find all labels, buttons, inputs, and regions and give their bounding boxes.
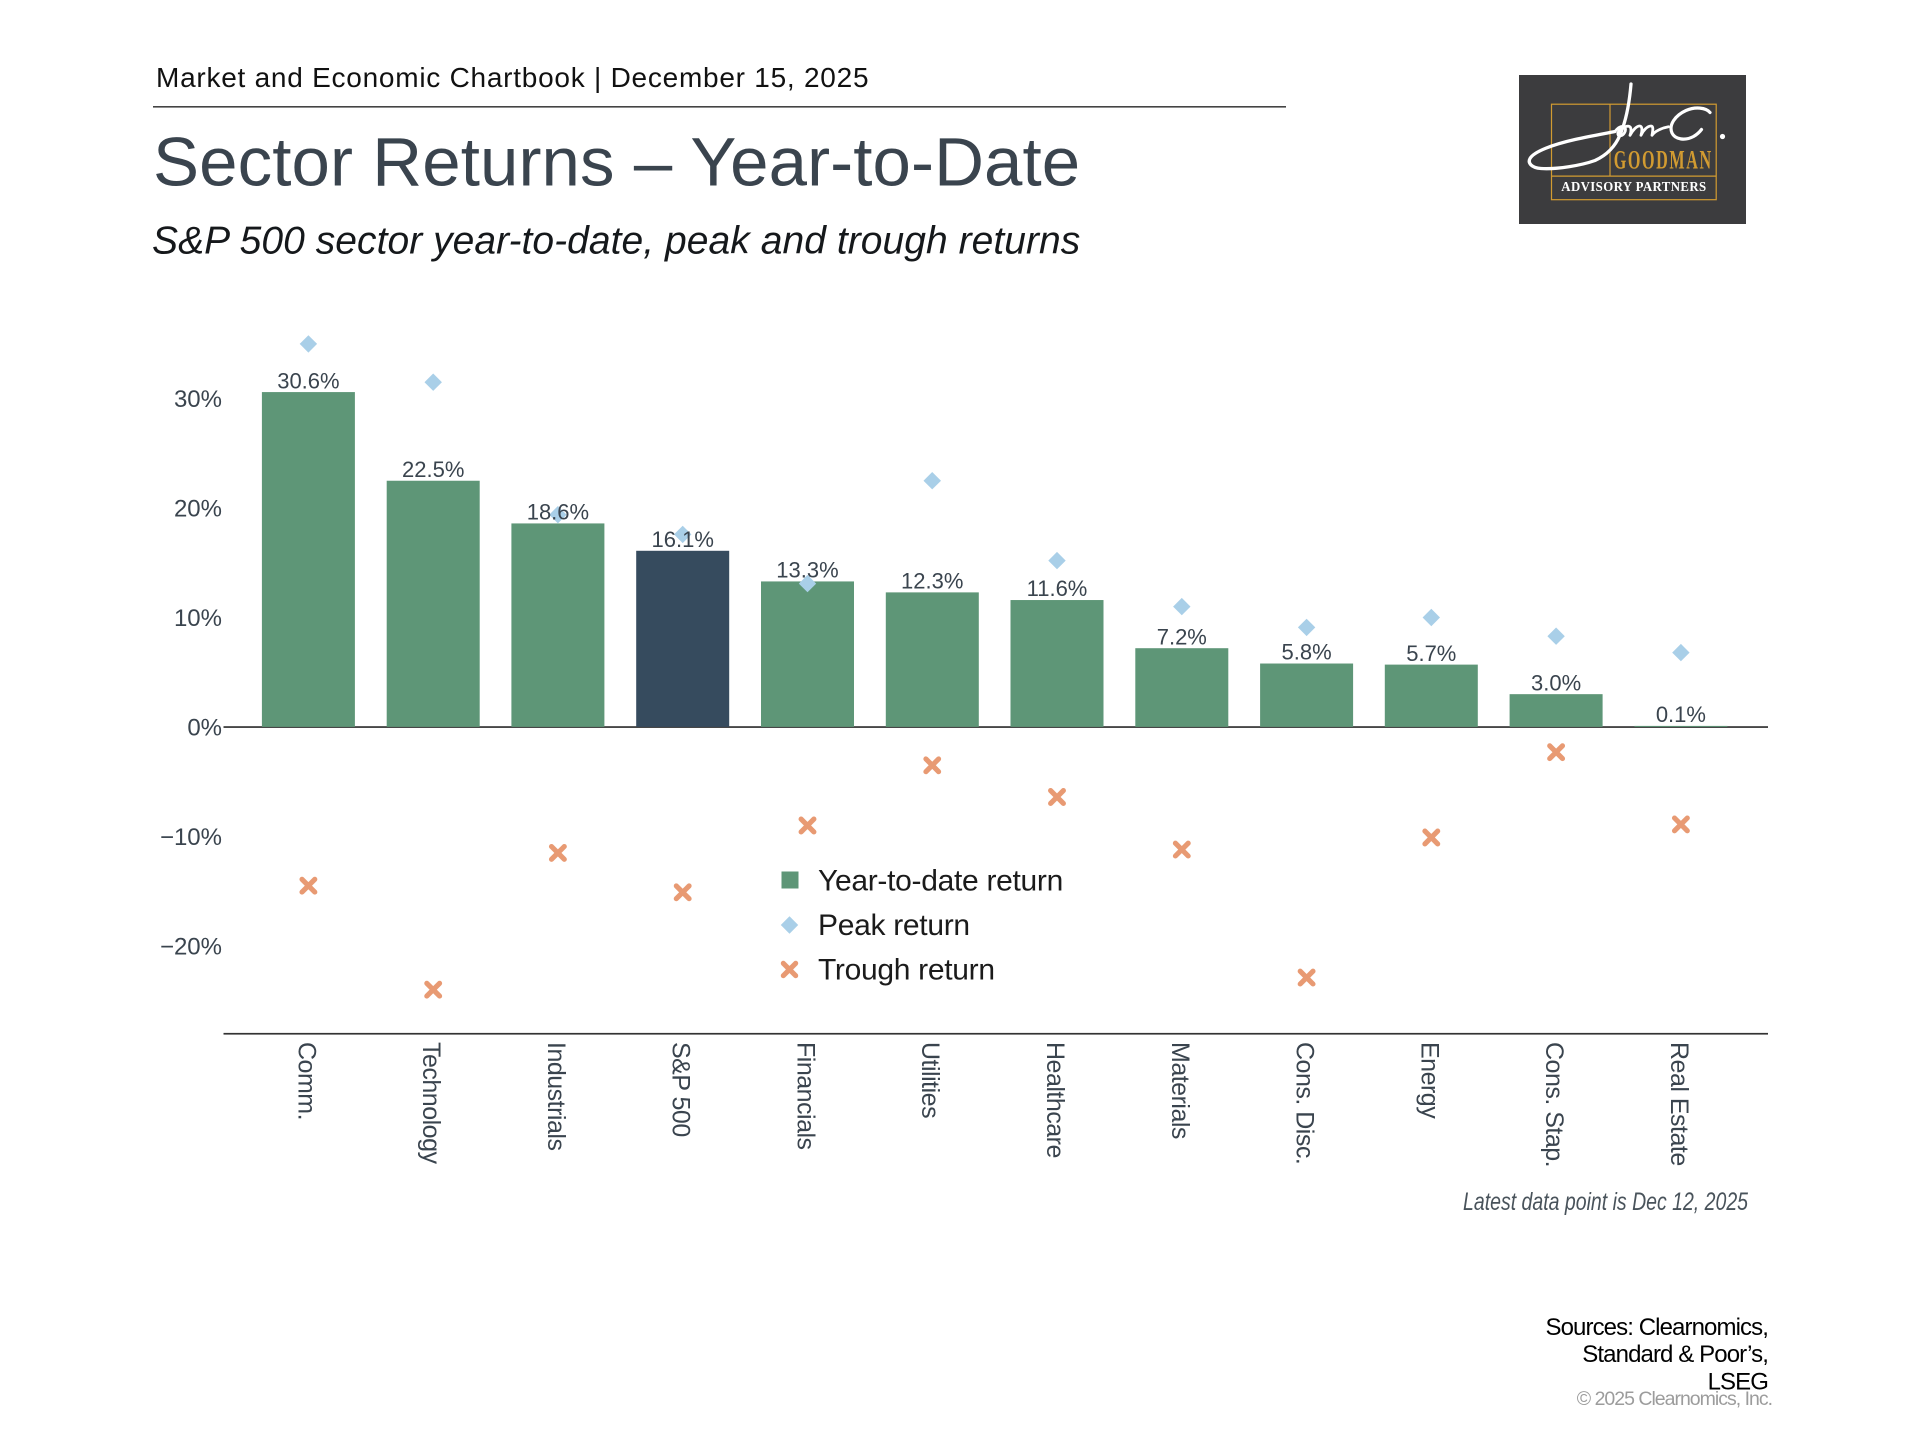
svg-text:Latest data point is Dec 12, 2: Latest data point is Dec 12, 2025 xyxy=(1463,1188,1748,1216)
svg-text:Cons. Stap.: Cons. Stap. xyxy=(1540,1042,1568,1167)
svg-text:Trough return: Trough return xyxy=(818,954,995,987)
svg-text:3.0%: 3.0% xyxy=(1531,670,1581,695)
svg-text:5.7%: 5.7% xyxy=(1406,641,1456,666)
svg-text:© 2025 Clearnomics, Inc.: © 2025 Clearnomics, Inc. xyxy=(1577,1388,1772,1410)
svg-text:Energy: Energy xyxy=(1415,1042,1443,1119)
svg-text:LSEG: LSEG xyxy=(1708,1368,1768,1395)
svg-text:7.2%: 7.2% xyxy=(1157,624,1207,649)
svg-text:Healthcare: Healthcare xyxy=(1041,1042,1069,1158)
svg-text:Materials: Materials xyxy=(1166,1042,1194,1139)
svg-text:GOODMAN: GOODMAN xyxy=(1614,146,1713,175)
svg-text:0%: 0% xyxy=(187,715,222,742)
svg-text:13.3%: 13.3% xyxy=(776,558,838,583)
svg-text:Financials: Financials xyxy=(792,1042,820,1150)
svg-text:−10%: −10% xyxy=(160,824,222,851)
svg-text:ADVISORY PARTNERS: ADVISORY PARTNERS xyxy=(1561,179,1706,194)
svg-text:Technology: Technology xyxy=(417,1042,445,1164)
svg-text:Industrials: Industrials xyxy=(542,1042,570,1150)
svg-text:22.5%: 22.5% xyxy=(402,457,464,482)
svg-text:Cons. Disc.: Cons. Disc. xyxy=(1291,1042,1319,1164)
svg-text:Market and Economic Chartbook: Market and Economic Chartbook | December… xyxy=(156,62,869,93)
svg-text:Year-to-date return: Year-to-date return xyxy=(818,865,1063,898)
svg-text:5.8%: 5.8% xyxy=(1282,640,1332,665)
svg-text:−20%: −20% xyxy=(160,934,222,961)
svg-text:30.6%: 30.6% xyxy=(277,368,339,393)
svg-text:10%: 10% xyxy=(174,605,222,632)
svg-text:11.6%: 11.6% xyxy=(1027,576,1088,601)
svg-text:Standard & Poor’s,: Standard & Poor’s, xyxy=(1582,1341,1768,1368)
svg-text:Sources: Clearnomics,: Sources: Clearnomics, xyxy=(1545,1314,1768,1341)
svg-text:18.6%: 18.6% xyxy=(527,500,589,525)
svg-text:16.1%: 16.1% xyxy=(652,527,714,552)
svg-text:Sector Returns – Year-to-Date: Sector Returns – Year-to-Date xyxy=(153,123,1080,200)
svg-text:S&P 500 sector year-to-date, p: S&P 500 sector year-to-date, peak and tr… xyxy=(152,220,1080,263)
svg-text:S&P 500: S&P 500 xyxy=(667,1042,695,1137)
svg-text:12.3%: 12.3% xyxy=(901,569,963,594)
svg-text:Real Estate: Real Estate xyxy=(1665,1042,1693,1166)
svg-text:30%: 30% xyxy=(174,386,222,413)
svg-text:Peak return: Peak return xyxy=(818,909,970,942)
svg-text:20%: 20% xyxy=(174,496,222,523)
svg-text:Comm.: Comm. xyxy=(292,1042,320,1120)
svg-text:0.1%: 0.1% xyxy=(1656,702,1706,727)
svg-text:Utilities: Utilities xyxy=(916,1042,944,1118)
